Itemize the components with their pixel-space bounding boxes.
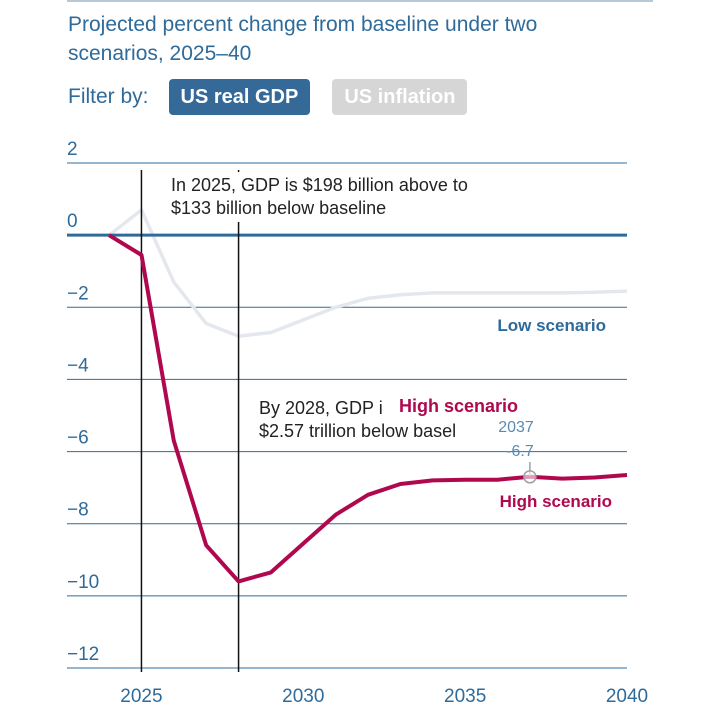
tooltip-year: 2037	[498, 419, 534, 436]
x-axis-ticks: 2025 2030 2035 2040	[120, 686, 648, 707]
filter-us-real-gdp-button[interactable]: US real GDP	[168, 79, 311, 115]
x-tick-label: 2030	[282, 686, 324, 707]
high-scenario-label: High scenario	[500, 492, 612, 511]
annotation-2025-line-1: In 2025, GDP is $198 billion above to	[171, 175, 468, 195]
y-tick-label: −6	[67, 428, 89, 449]
tooltip-value: -6.7	[506, 443, 534, 460]
x-tick-label: 2025	[120, 686, 162, 707]
annotation-2028-line-2: $2.57 trillion below basel	[259, 421, 456, 441]
annotation-2028-line-1: By 2028, GDP i	[259, 398, 383, 418]
filter-bar: Filter by: US real GDP US inflation	[68, 78, 489, 116]
series-high-scenario-line	[108, 233, 628, 584]
y-tick-label: −2	[67, 283, 89, 304]
y-grid	[67, 162, 627, 669]
y-tick-label: −12	[67, 644, 99, 665]
tooltip-box	[396, 393, 536, 418]
top-rule	[67, 0, 653, 2]
y-tick-label: 2	[67, 139, 78, 160]
filter-label: Filter by:	[68, 85, 149, 108]
y-tick-label: 0	[67, 211, 78, 232]
y-tick-label: −4	[67, 355, 89, 376]
series-low-scenario-line	[108, 208, 628, 338]
annotation-2025-bg	[168, 172, 508, 222]
chart-title-line-2: scenarios, 2025–40	[68, 42, 252, 65]
annotation-2025-line-2: $133 billion below baseline	[171, 198, 386, 218]
low-scenario-label: Low scenario	[497, 316, 606, 335]
tooltip-series-label: High scenario	[399, 396, 518, 416]
x-tick-label: 2040	[606, 686, 648, 707]
filter-us-inflation-button[interactable]: US inflation	[332, 79, 468, 115]
x-tick-label: 2035	[444, 686, 486, 707]
tooltip-marker	[523, 470, 537, 484]
chart-title: Projected percent change from baseline u…	[68, 10, 668, 68]
chart-title-line-1: Projected percent change from baseline u…	[68, 13, 538, 36]
y-tick-label: −10	[67, 572, 99, 593]
y-axis-ticks: 2 0 −2 −4 −6 −8 −10 −12	[67, 139, 99, 665]
y-tick-label: −8	[67, 500, 89, 521]
